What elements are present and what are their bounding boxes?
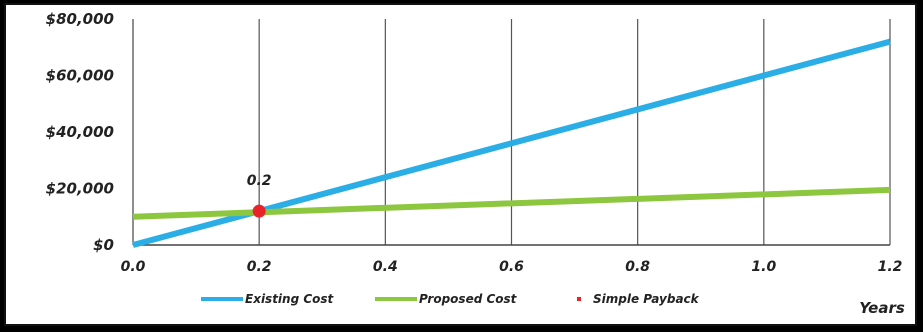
x-tick-label: 0.0: [121, 259, 146, 275]
chart-frame: $0 $20,000 $40,000 $60,000 $80,000 0.0 0.2 0.4 0…: [4, 3, 917, 326]
legend-label-simple-payback: Simple Payback: [593, 292, 700, 306]
x-tick-label: 1.0: [751, 259, 776, 275]
payback-chart: $0 $20,000 $40,000 $60,000 $80,000 0.0 0.2 0.4 0…: [46, 10, 905, 317]
legend-label-proposed-cost: Proposed Cost: [419, 292, 518, 306]
series-group: [132, 38, 891, 248]
x-tick-label: 1.2: [878, 259, 903, 275]
y-tick-label: $80,000: [46, 10, 114, 28]
x-tick-label: 0.6: [499, 259, 524, 275]
legend-swatch-simple-payback: [577, 297, 581, 301]
tick-labels: $0 $20,000 $40,000 $60,000 $80,000 0.0 0.2 0.4 0…: [46, 10, 903, 275]
annotations: 0.2: [247, 173, 272, 189]
data-label: 0.2: [247, 173, 272, 189]
y-tick-label: $40,000: [46, 123, 114, 141]
x-tick-label: 0.8: [625, 259, 650, 275]
simple-payback-point: [252, 204, 266, 218]
legend-label-existing-cost: Existing Cost: [245, 292, 335, 306]
y-tick-label: $0: [93, 236, 114, 254]
y-tick-label: $20,000: [46, 180, 114, 198]
legend: Existing Cost Proposed Cost Simple Payback: [201, 292, 700, 306]
x-axis-label: Years: [859, 299, 905, 317]
x-tick-label: 0.4: [373, 259, 398, 275]
y-tick-label: $60,000: [46, 67, 114, 85]
axes: [132, 19, 890, 246]
x-tick-label: 0.2: [247, 259, 272, 275]
